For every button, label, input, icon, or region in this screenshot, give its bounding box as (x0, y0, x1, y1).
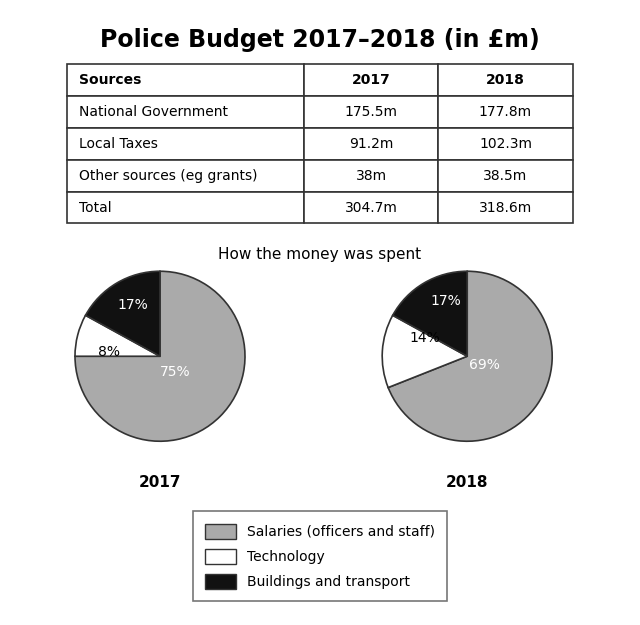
Wedge shape (75, 271, 245, 441)
Text: 17%: 17% (117, 298, 148, 312)
Text: 75%: 75% (160, 364, 191, 379)
Text: 14%: 14% (410, 331, 440, 344)
Text: 17%: 17% (431, 294, 461, 308)
Wedge shape (393, 271, 467, 356)
Wedge shape (86, 271, 160, 356)
Wedge shape (388, 271, 552, 441)
Legend: Salaries (officers and staff), Technology, Buildings and transport: Salaries (officers and staff), Technolog… (193, 511, 447, 601)
Wedge shape (382, 315, 467, 388)
Text: 8%: 8% (98, 345, 120, 359)
Text: 2017: 2017 (139, 475, 181, 490)
Text: Police Budget 2017–2018 (in £m): Police Budget 2017–2018 (in £m) (100, 28, 540, 52)
Text: 69%: 69% (468, 357, 500, 372)
Text: 2018: 2018 (446, 475, 488, 490)
Text: How the money was spent: How the money was spent (218, 247, 422, 262)
Wedge shape (75, 315, 160, 356)
